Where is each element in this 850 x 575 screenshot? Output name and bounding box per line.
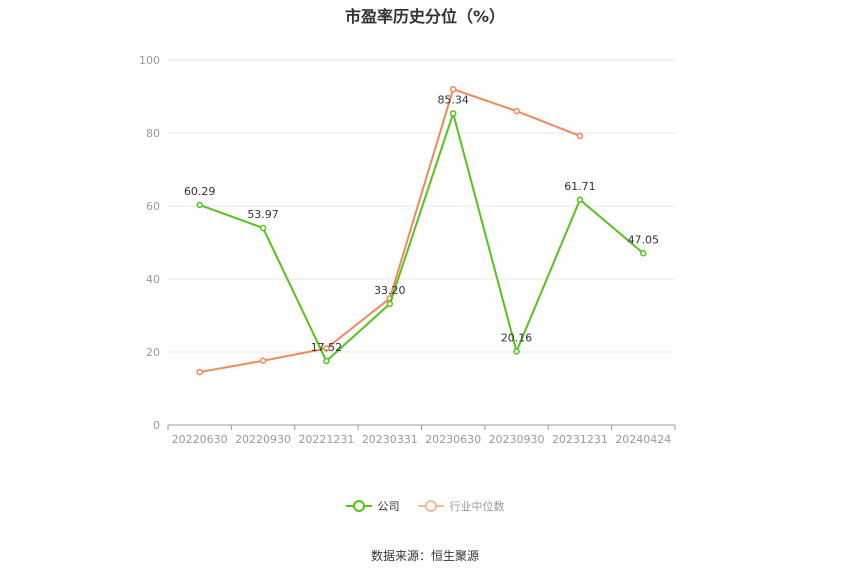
company-data-label: 47.05	[628, 233, 660, 246]
company-data-label: 85.34	[437, 94, 469, 107]
industry-median-data-point	[449, 85, 457, 93]
y-tick-label: 20	[146, 346, 160, 359]
company-data-point	[576, 196, 584, 204]
company-data-point	[386, 300, 394, 308]
company-data-point	[196, 201, 203, 209]
company-data-label: 60.29	[184, 185, 216, 198]
y-tick-label: 100	[139, 54, 160, 67]
company-data-point	[259, 224, 267, 232]
x-tick-label: 20221231	[298, 433, 354, 446]
x-tick-label: 20230630	[425, 433, 481, 446]
company-data-point	[513, 348, 520, 355]
company-data-label: 17.52	[311, 341, 343, 354]
company-data-label: 53.97	[247, 208, 279, 221]
legend-item-company[interactable]: 公司	[345, 498, 400, 514]
industry-median-series-line	[199, 88, 581, 374]
legend-industry-marker-icon	[417, 500, 444, 512]
industry-median-data-point	[513, 107, 520, 115]
industry-median-data-point	[323, 345, 330, 352]
source-note: 数据来源：恒生聚源	[370, 549, 479, 563]
x-tick-label: 20220630	[172, 433, 228, 446]
industry-median-data-point	[259, 357, 267, 365]
axes: 0 20 40 60 80 100 20220630 20220930 20221231 2023…	[139, 54, 676, 446]
x-tick-label: 20230331	[362, 433, 418, 446]
legend-company-marker-icon	[345, 500, 372, 512]
legend-item-industry-median[interactable]: 行业中位数	[417, 498, 505, 514]
y-tick-label: 80	[146, 127, 160, 140]
x-tick-label: 20230930	[489, 433, 545, 446]
x-tick-label: 20240424	[615, 433, 671, 446]
chart-title: 市盈率历史分位（%）	[344, 7, 506, 26]
legend-company-label: 公司	[377, 500, 400, 513]
company-data-point	[640, 250, 647, 257]
company-data-point	[449, 110, 457, 117]
x-tick-label: 20220930	[235, 433, 291, 446]
legend-industry-label: 行业中位数	[449, 500, 505, 513]
company-data-label: 61.71	[564, 180, 596, 193]
data-labels: 60.29 53.97 17.52 33.20 85.34 20.16 61.71 47.05	[184, 94, 659, 355]
x-tick-label: 20231231	[552, 433, 608, 446]
series-lines	[196, 85, 647, 376]
company-data-label: 20.16	[501, 331, 533, 344]
y-tick-label: 40	[146, 273, 160, 286]
y-tick-label: 60	[146, 200, 160, 213]
company-data-point	[323, 357, 330, 365]
company-series-line	[199, 112, 644, 363]
industry-median-data-point	[196, 368, 203, 376]
company-data-label: 33.20	[374, 284, 406, 297]
legend: 公司 行业中位数	[0, 498, 850, 514]
industry-median-data-point	[576, 132, 584, 140]
y-tick-label: 0	[153, 419, 160, 432]
